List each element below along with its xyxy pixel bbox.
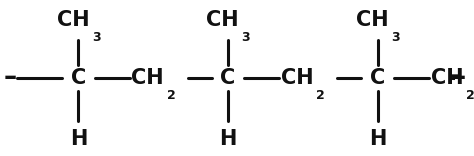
Text: H: H [219, 129, 237, 149]
Text: –: – [4, 65, 17, 91]
Text: CH: CH [206, 10, 239, 30]
Text: 2: 2 [167, 89, 175, 102]
Text: CH: CH [356, 10, 389, 30]
Text: C: C [370, 68, 385, 88]
Text: 3: 3 [391, 31, 400, 44]
Text: CH: CH [281, 68, 314, 88]
Text: 3: 3 [92, 31, 100, 44]
Text: CH: CH [131, 68, 164, 88]
Text: 3: 3 [242, 31, 250, 44]
Text: 2: 2 [317, 89, 325, 102]
Text: CH: CH [431, 68, 463, 88]
Text: CH: CH [57, 10, 89, 30]
Text: 2: 2 [466, 89, 474, 102]
Text: C: C [71, 68, 86, 88]
Text: H: H [369, 129, 386, 149]
Text: H: H [70, 129, 87, 149]
Text: C: C [220, 68, 236, 88]
Text: –: – [453, 65, 466, 91]
